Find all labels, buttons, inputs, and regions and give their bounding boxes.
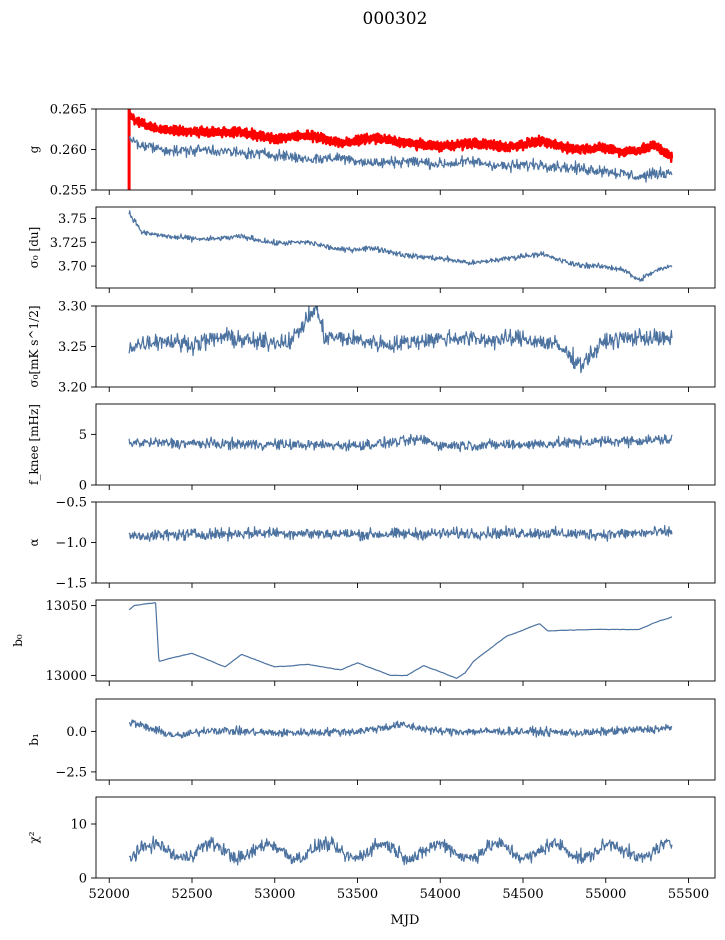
- series-line-series-0: [128, 306, 673, 374]
- y-axis-label: χ²: [27, 831, 41, 843]
- panel-g: 0.255 0.260 0.265 g: [27, 103, 716, 199]
- x-tick-label: 55000: [585, 887, 626, 902]
- panel-sigma0_du: 3.70 3.725 3.75 σ₀ [du]: [27, 206, 716, 293]
- y-tick-label: −1.0: [55, 536, 87, 551]
- panel-b1: −2.5 0.0 b₁: [27, 698, 716, 785]
- series-line-series-0: [128, 524, 673, 542]
- y-axis-label: f_knee [mHz]: [27, 404, 41, 485]
- y-tick-label: 10: [70, 818, 87, 833]
- y-tick-label: 3.70: [58, 260, 87, 275]
- x-tick-label: 54500: [502, 887, 543, 902]
- x-tick-label: 53000: [254, 887, 295, 902]
- panel-b0: 13000 13050 b₀: [11, 599, 716, 686]
- x-axis-label: MJD: [391, 913, 420, 928]
- y-tick-label: 5: [79, 428, 87, 443]
- figure-title: 000302: [363, 9, 428, 29]
- y-tick-label: −1.5: [55, 577, 87, 592]
- panel-sigma0_mK: 3.20 3.25 3.30 σ₀[mK s^1/2]: [27, 300, 716, 396]
- y-axis-label: α: [27, 538, 41, 546]
- y-tick-label: −0.5: [55, 496, 87, 511]
- y-tick-label: 0.265: [50, 103, 87, 118]
- y-tick-label: 0.255: [50, 184, 87, 199]
- y-axis-label: σ₀ [du]: [27, 227, 41, 269]
- y-axis-label: b₁: [27, 733, 41, 746]
- series-line-series-0: [128, 210, 673, 282]
- y-axis-label: b₀: [11, 634, 25, 647]
- series-line-red: [127, 109, 674, 164]
- axes-frame: [95, 206, 716, 289]
- series-line-series-0: [128, 835, 673, 866]
- y-tick-label: 3.30: [58, 300, 87, 315]
- x-tick-label: 52500: [171, 887, 212, 902]
- axes-frame: [95, 501, 716, 584]
- y-tick-label: 13050: [46, 599, 87, 614]
- y-tick-label: 0.0: [66, 725, 87, 740]
- axes-frame: [95, 698, 716, 781]
- axes-frame: [95, 599, 716, 682]
- series-line-series-0: [128, 433, 673, 453]
- y-axis-label: σ₀[mK s^1/2]: [27, 305, 41, 387]
- y-tick-label: 0: [79, 479, 87, 494]
- x-tick-label: 53500: [337, 887, 378, 902]
- y-axis-label: g: [27, 145, 41, 153]
- y-tick-label: 0.260: [50, 143, 87, 158]
- y-tick-label: 3.25: [58, 340, 87, 355]
- y-tick-label: 3.20: [58, 381, 87, 396]
- y-tick-label: 3.75: [58, 212, 87, 227]
- chart-panels: 0.255 0.260 0.265 g 3.70 3.725 3.75 σ₀ [du] 3.20…: [11, 103, 716, 902]
- series-line-series-0: [128, 719, 673, 739]
- x-tick-label: 55500: [668, 887, 709, 902]
- panel-alpha: −1.5 −1.0 −0.5 α: [27, 496, 716, 592]
- x-tick-label: 54000: [420, 887, 461, 902]
- series-line-series-0: [128, 601, 673, 679]
- panel-fknee: 0 5 f_knee [mHz]: [27, 403, 716, 494]
- y-tick-label: 13000: [46, 669, 87, 684]
- y-tick-label: −2.5: [55, 765, 87, 780]
- axes-frame: [95, 796, 716, 879]
- y-tick-label: 0: [79, 872, 87, 887]
- series-line-blue: [128, 135, 673, 183]
- x-tick-label: 52000: [89, 887, 130, 902]
- axes-frame: [95, 403, 716, 486]
- panel-chi2: 0 10 52000 52500 53000 53500 54000 54500 55000 55…: [27, 796, 716, 902]
- y-tick-label: 3.725: [50, 236, 87, 251]
